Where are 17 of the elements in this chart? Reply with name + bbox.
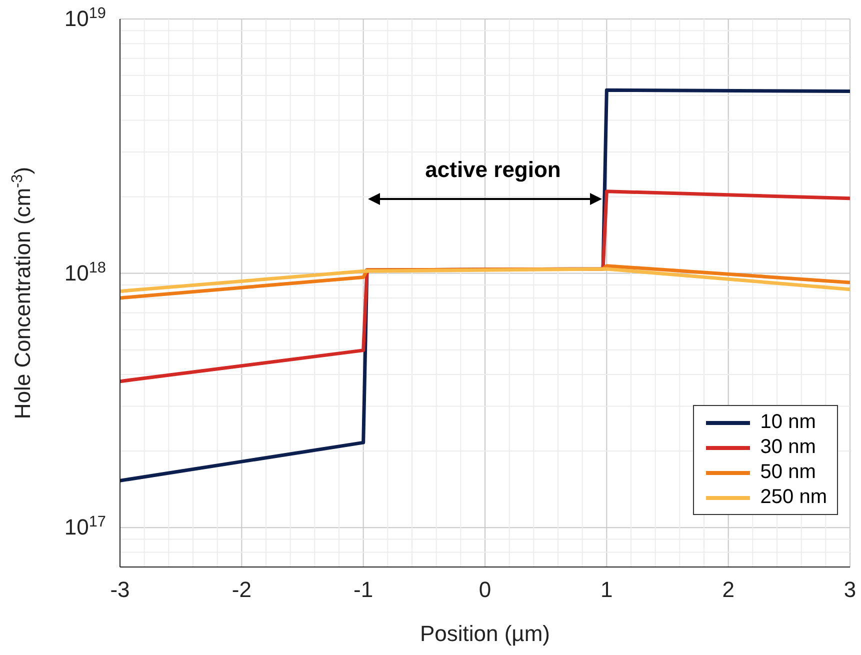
legend-label: 50 nm <box>760 460 816 485</box>
y-tick-label: 10$^{18}$ <box>64 258 106 286</box>
legend-label: 10 nm <box>760 410 816 435</box>
x-tick-label: 3 <box>844 577 856 602</box>
x-tick-label: 1 <box>600 577 613 602</box>
line-series <box>120 267 850 294</box>
x-tick-label: -2 <box>232 577 252 602</box>
x-axis-title: Position (µm) <box>420 621 550 646</box>
y-tick-label: 10$^{17}$ <box>64 513 106 540</box>
x-tick-label: -1 <box>354 577 374 602</box>
legend-label: 250 nm <box>760 485 827 510</box>
annotation: active region <box>425 157 561 182</box>
legend-label: 30 nm <box>760 435 816 460</box>
x-tick-label: 2 <box>722 577 734 602</box>
x-tick-label: 0 <box>478 577 492 602</box>
x-tick-label: -3 <box>110 577 130 602</box>
y-tick-label: 10$^{19}$ <box>64 4 106 31</box>
